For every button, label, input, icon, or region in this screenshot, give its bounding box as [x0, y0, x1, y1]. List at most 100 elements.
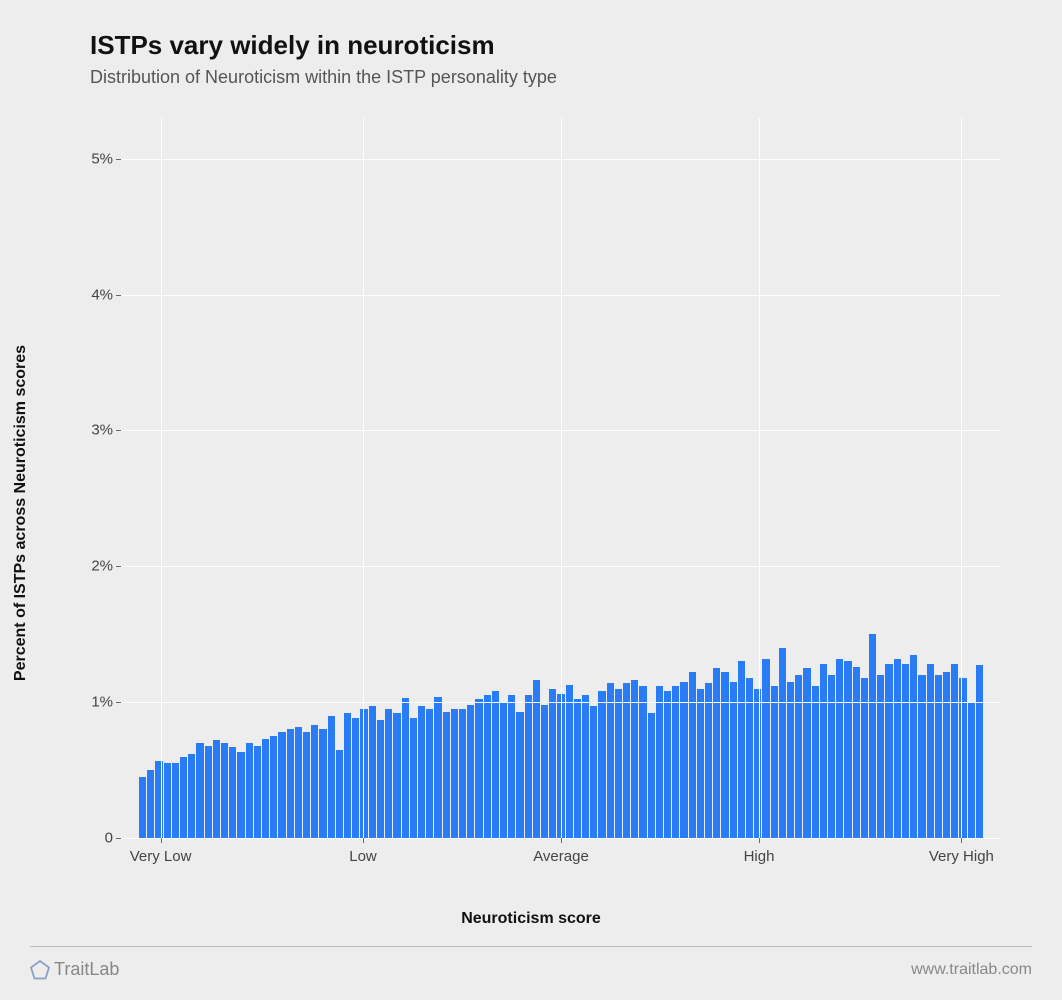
histogram-bar — [894, 659, 901, 838]
histogram-bar — [648, 713, 655, 838]
histogram-bar — [237, 752, 244, 838]
y-tick-label: 1% — [91, 694, 113, 711]
x-tick-label: Very Low — [130, 848, 192, 865]
x-tick-mark — [363, 838, 364, 843]
histogram-bar — [213, 740, 220, 838]
histogram-bar — [902, 664, 909, 838]
histogram-bar — [451, 709, 458, 838]
y-tick-label: 0 — [105, 830, 113, 847]
y-tick-mark — [116, 430, 121, 431]
histogram-bar — [828, 675, 835, 838]
histogram-bar — [885, 664, 892, 838]
footer-url: www.traitlab.com — [911, 961, 1032, 979]
histogram-bar — [968, 702, 975, 838]
histogram-bar — [139, 777, 146, 838]
histogram-bar — [516, 712, 523, 838]
histogram-bar — [229, 747, 236, 838]
histogram-bar — [418, 706, 425, 838]
histogram-bar — [771, 686, 778, 838]
x-axis-label: Neuroticism score — [461, 910, 601, 928]
histogram-bar — [779, 648, 786, 838]
histogram-bar — [877, 675, 884, 838]
chart-container: Percent of ISTPs across Neuroticism scor… — [31, 108, 1031, 918]
histogram-bar — [221, 743, 228, 838]
histogram-bar — [631, 680, 638, 838]
histogram-bar — [705, 683, 712, 838]
histogram-bar — [836, 659, 843, 838]
histogram-bar — [205, 746, 212, 838]
x-tick-label: Very High — [929, 848, 994, 865]
histogram-bar — [976, 665, 983, 838]
histogram-bar — [344, 713, 351, 838]
histogram-bar — [262, 739, 269, 838]
histogram-bar — [484, 695, 491, 838]
chart-page: ISTPs vary widely in neuroticism Distrib… — [0, 0, 1062, 1000]
x-tick-mark — [961, 838, 962, 843]
brand-name: TraitLab — [54, 959, 119, 980]
histogram-bar — [533, 680, 540, 838]
histogram-bar — [697, 689, 704, 838]
histogram-bar — [680, 682, 687, 838]
gridline-v — [759, 118, 760, 838]
histogram-bar — [311, 725, 318, 838]
histogram-bar — [188, 754, 195, 838]
histogram-bar — [246, 743, 253, 838]
histogram-bar — [360, 709, 367, 838]
histogram-bar — [180, 757, 187, 839]
y-tick-mark — [116, 159, 121, 160]
histogram-bar — [377, 720, 384, 838]
y-tick-label: 2% — [91, 558, 113, 575]
histogram-bar — [574, 699, 581, 838]
y-axis-label: Percent of ISTPs across Neuroticism scor… — [12, 345, 30, 681]
histogram-bar — [943, 672, 950, 838]
histogram-bar — [549, 689, 556, 838]
histogram-bar — [393, 713, 400, 838]
x-tick-label: Average — [533, 848, 589, 865]
histogram-bar — [525, 695, 532, 838]
footer: TraitLab www.traitlab.com — [30, 946, 1032, 980]
histogram-bar — [754, 689, 761, 838]
histogram-bar — [639, 686, 646, 838]
x-tick-mark — [759, 838, 760, 843]
plot-area: 01%2%3%4%5%Very LowLowAverageHighVery Hi… — [121, 118, 1001, 838]
x-tick-mark — [561, 838, 562, 843]
gridline-v — [363, 118, 364, 838]
histogram-bar — [623, 683, 630, 838]
histogram-bar — [443, 712, 450, 838]
histogram-bar — [434, 697, 441, 838]
y-tick-label: 4% — [91, 286, 113, 303]
histogram-bar — [147, 770, 154, 838]
chart-subtitle: Distribution of Neuroticism within the I… — [90, 67, 1032, 88]
histogram-bar — [328, 716, 335, 838]
histogram-bar — [500, 702, 507, 838]
histogram-bar — [319, 729, 326, 838]
histogram-bar — [295, 727, 302, 838]
brand-logo: TraitLab — [30, 959, 119, 980]
histogram-bar — [459, 709, 466, 838]
histogram-bar — [812, 686, 819, 838]
histogram-bar — [664, 691, 671, 838]
histogram-bar — [278, 732, 285, 838]
histogram-bar — [927, 664, 934, 838]
histogram-bar — [402, 698, 409, 838]
histogram-bar — [270, 736, 277, 838]
histogram-bar — [935, 675, 942, 838]
gridline-v — [561, 118, 562, 838]
histogram-bar — [385, 709, 392, 838]
histogram-bar — [492, 691, 499, 838]
y-tick-mark — [116, 295, 121, 296]
chart-title: ISTPs vary widely in neuroticism — [90, 30, 1032, 61]
histogram-bar — [607, 683, 614, 838]
x-tick-label: Low — [349, 848, 377, 865]
histogram-bar — [598, 691, 605, 838]
histogram-bar — [590, 706, 597, 838]
y-tick-label: 3% — [91, 422, 113, 439]
histogram-bar — [196, 743, 203, 838]
y-tick-label: 5% — [91, 150, 113, 167]
histogram-bar — [689, 672, 696, 838]
histogram-bar — [475, 699, 482, 838]
gridline-v — [961, 118, 962, 838]
y-tick-mark — [116, 566, 121, 567]
histogram-bar — [730, 682, 737, 838]
histogram-bar — [467, 705, 474, 838]
